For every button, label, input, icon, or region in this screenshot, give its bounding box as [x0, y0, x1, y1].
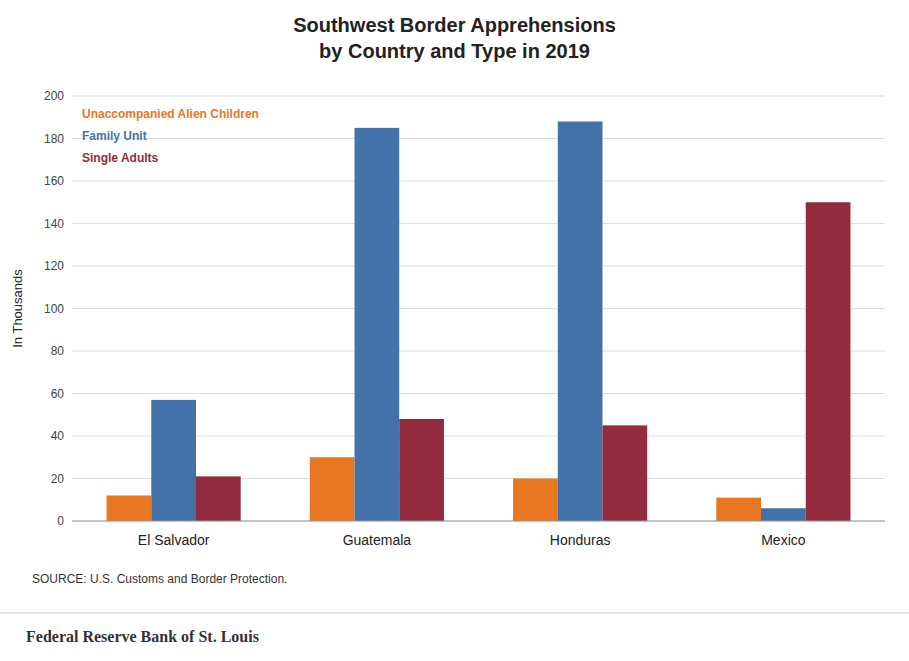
bars	[107, 122, 851, 522]
legend: Unaccompanied Alien Children Family Unit S…	[82, 107, 259, 165]
grid-line	[72, 181, 885, 182]
bar	[513, 479, 558, 522]
y-tick-label: 140	[44, 217, 64, 231]
y-tick-label: 20	[51, 472, 65, 486]
x-axis-line	[72, 521, 885, 522]
bar	[761, 508, 806, 521]
legend-entry: Single Adults	[82, 151, 159, 165]
y-tick-label: 160	[44, 174, 64, 188]
legend-entry: Unaccompanied Alien Children	[82, 107, 259, 121]
bar	[602, 425, 647, 521]
footer-rule	[0, 613, 909, 614]
grid-line	[72, 393, 885, 394]
bar	[558, 122, 603, 522]
y-tick-label: 100	[44, 302, 64, 316]
subtitle: by Country and Type in 2019	[319, 40, 590, 62]
bar	[399, 419, 444, 521]
grid-line	[72, 223, 885, 224]
bar	[355, 128, 400, 521]
y-tick-label: 200	[44, 89, 64, 103]
y-tick-label: 80	[51, 344, 65, 358]
grid-line	[72, 266, 885, 267]
source-note: SOURCE: U.S. Customs and Border Protecti…	[32, 572, 287, 586]
bar	[196, 476, 241, 521]
x-tick-label: Mexico	[761, 532, 806, 548]
y-tick-label: 180	[44, 132, 64, 146]
title: Southwest Border Apprehensions	[293, 14, 616, 36]
grid-line	[72, 96, 885, 97]
chart: Southwest Border Apprehensions by Country…	[0, 0, 909, 661]
legend-entry: Family Unit	[82, 129, 147, 143]
y-tick-label: 40	[51, 429, 65, 443]
bar	[107, 496, 152, 522]
x-axis: El Salvador Guatemala Honduras Mexico	[72, 521, 885, 548]
grid-line	[72, 521, 885, 522]
y-tick-label: 0	[57, 514, 64, 528]
x-tick-label: Honduras	[550, 532, 611, 548]
grid-line	[72, 308, 885, 309]
grid-line	[72, 351, 885, 352]
x-tick-label: Guatemala	[343, 532, 412, 548]
y-axis: 0 20 40 60 80 100 120 140 160 180 200	[44, 89, 64, 528]
bar	[716, 498, 761, 521]
bar	[806, 202, 851, 521]
y-axis-label: In Thousands	[10, 269, 25, 348]
footer-text: Federal Reserve Bank of St. Louis	[26, 628, 259, 645]
y-tick-label: 60	[51, 387, 65, 401]
bar	[310, 457, 355, 521]
y-tick-label: 120	[44, 259, 64, 273]
bar	[151, 400, 196, 521]
grid-line	[72, 138, 885, 139]
x-tick-label: El Salvador	[138, 532, 210, 548]
grid	[72, 96, 885, 521]
